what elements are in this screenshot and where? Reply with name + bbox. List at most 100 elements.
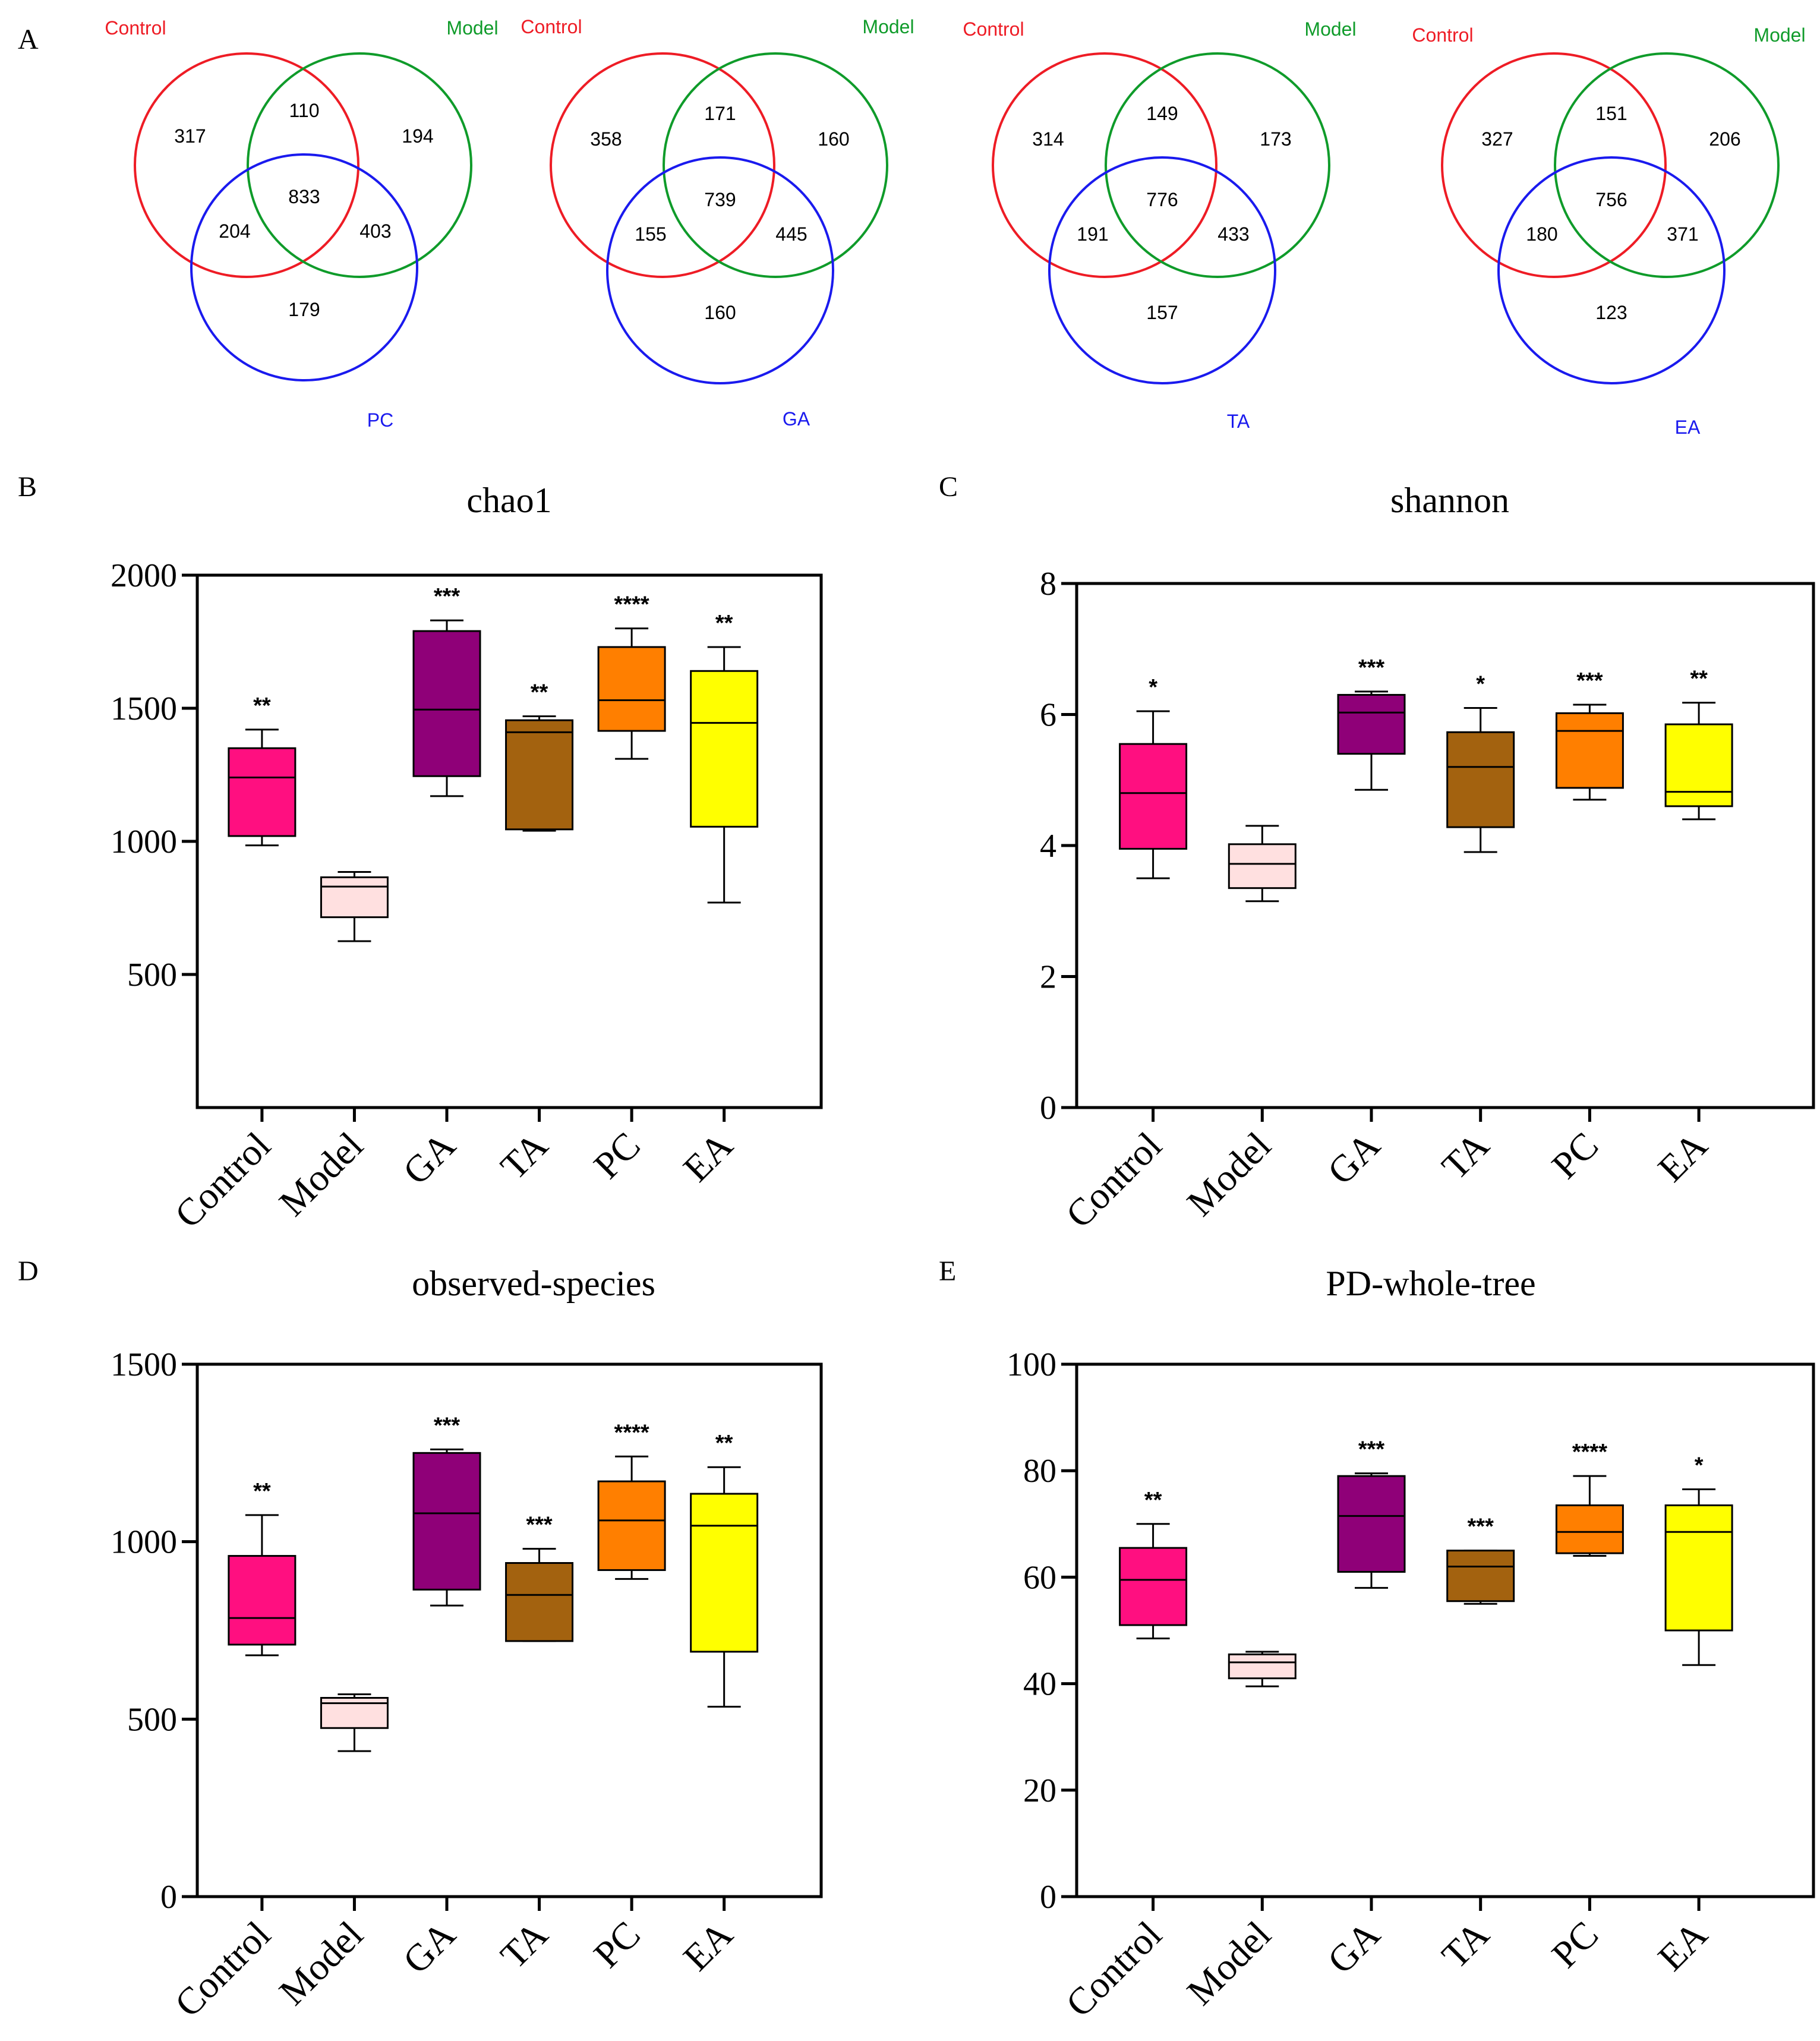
x-tick-label: Control: [1058, 1913, 1169, 2025]
venn-count-c-only: 179: [288, 299, 320, 320]
box-model: [1228, 825, 1297, 903]
x-tick-label: PC: [1544, 1124, 1607, 1187]
venn-count-abc: 776: [1146, 189, 1178, 210]
venn-count-a-only: 327: [1481, 128, 1513, 150]
x-tick-label: TA: [493, 1913, 556, 1977]
box-iqr: [1228, 1653, 1297, 1680]
x-tick-label: PC: [585, 1124, 648, 1187]
box-iqr: [597, 646, 666, 732]
significance-label: **: [1690, 667, 1708, 692]
box-iqr: [1664, 1504, 1733, 1632]
box-iqr: [690, 1493, 759, 1653]
x-tick-label: GA: [1319, 1124, 1388, 1193]
box-ta: ***: [1446, 1515, 1515, 1605]
significance-label: ***: [526, 1513, 553, 1538]
y-tick-label: 8: [1040, 566, 1056, 602]
y-tick-label: 80: [1023, 1453, 1056, 1490]
significance-label: ***: [1358, 1437, 1385, 1462]
box-ta: *: [1446, 671, 1515, 853]
x-tick-label: Model: [271, 1124, 371, 1224]
panel-letter-d: D: [18, 1255, 39, 1287]
venn-label-c: PC: [367, 409, 393, 431]
venn-count-a-only: 358: [590, 128, 622, 150]
venn-count-c-only: 123: [1595, 302, 1627, 323]
x-tick-label: GA: [1319, 1913, 1388, 1982]
x-tick-label: Model: [1179, 1913, 1279, 2013]
x-tick-label: EA: [675, 1913, 741, 1979]
box-iqr: [1555, 1504, 1624, 1554]
venn-count-abc: 833: [288, 186, 320, 207]
box-pc: ****: [597, 592, 666, 760]
venn-label-b: Model: [862, 16, 914, 37]
venn-count-ab: 149: [1146, 103, 1178, 124]
venn-count-c-only: 157: [1146, 302, 1178, 323]
significance-label: ***: [1468, 1515, 1494, 1540]
y-tick-label: 0: [1040, 1090, 1056, 1127]
chart-title: PD-whole-tree: [1326, 1264, 1535, 1303]
venn-count-ac: 204: [219, 220, 250, 242]
x-tick-label: GA: [395, 1913, 463, 1982]
x-tick-label: PC: [1544, 1913, 1607, 1976]
venn-label-b: Model: [1753, 24, 1805, 46]
venn-label-c: GA: [783, 408, 810, 430]
box-ta: ***: [505, 1513, 574, 1642]
box-iqr: [1664, 723, 1733, 807]
box-iqr: [1446, 1550, 1515, 1602]
box-iqr: [690, 670, 759, 828]
significance-label: **: [253, 1479, 271, 1504]
venn-count-b-only: 173: [1260, 128, 1291, 150]
venn-circle-a: [992, 52, 1217, 278]
significance-label: ****: [614, 592, 649, 617]
box-pc: ***: [1555, 668, 1624, 801]
venn-circle-c: [190, 153, 418, 381]
y-tick-label: 40: [1023, 1666, 1056, 1703]
y-tick-label: 2: [1040, 959, 1056, 996]
significance-label: **: [253, 693, 271, 718]
plot-frame: [195, 1362, 823, 1898]
x-tick-label: EA: [1649, 1913, 1715, 1979]
significance-label: *: [1476, 671, 1485, 696]
box-iqr: [228, 1555, 297, 1646]
box-iqr: [412, 630, 481, 777]
venn-label-a: Control: [521, 16, 582, 37]
y-tick-label: 0: [1040, 1879, 1056, 1916]
box-ea: *: [1664, 1453, 1733, 1666]
significance-label: ***: [434, 1413, 460, 1438]
significance-label: *: [1695, 1453, 1704, 1478]
significance-label: **: [531, 680, 548, 705]
box-model: [320, 871, 389, 942]
y-tick-label: 500: [127, 957, 177, 993]
box-iqr: [228, 747, 297, 837]
venn-label-b: Model: [446, 17, 498, 39]
x-tick-label: Control: [1058, 1124, 1169, 1236]
venn-count-ab: 151: [1595, 103, 1627, 124]
box-control: **: [1119, 1488, 1188, 1639]
y-tick-label: 60: [1023, 1559, 1056, 1596]
significance-label: ***: [434, 584, 460, 609]
venn-label-c: TA: [1227, 411, 1250, 432]
y-tick-label: 4: [1040, 828, 1056, 865]
chart-title: chao1: [466, 481, 551, 520]
venn-count-b-only: 194: [402, 125, 433, 147]
venn-count-b-only: 160: [818, 128, 849, 150]
y-tick-label: 1000: [111, 824, 177, 860]
x-tick-label: GA: [395, 1124, 463, 1193]
box-ea: **: [690, 611, 759, 904]
box-iqr: [1119, 1547, 1188, 1626]
box-ga: ***: [1337, 655, 1406, 791]
x-tick-label: EA: [675, 1124, 741, 1190]
venn-label-a: Control: [105, 17, 166, 39]
y-tick-label: 1500: [111, 1346, 177, 1383]
y-tick-label: 20: [1023, 1772, 1056, 1809]
panel-letter-e: E: [939, 1255, 956, 1287]
venn-count-b-only: 206: [1709, 128, 1740, 150]
venn-count-a-only: 317: [174, 125, 206, 147]
chart-title: observed-species: [412, 1264, 655, 1303]
significance-label: ***: [1576, 668, 1603, 693]
venn-circle-c: [1048, 156, 1276, 384]
chart-1: chao1 500 1000 1500 2000 Control ** Model GA *** T…: [111, 481, 823, 1236]
x-tick-label: Control: [166, 1913, 278, 2025]
significance-label: **: [715, 611, 733, 636]
venn-label-c: EA: [1675, 417, 1701, 438]
